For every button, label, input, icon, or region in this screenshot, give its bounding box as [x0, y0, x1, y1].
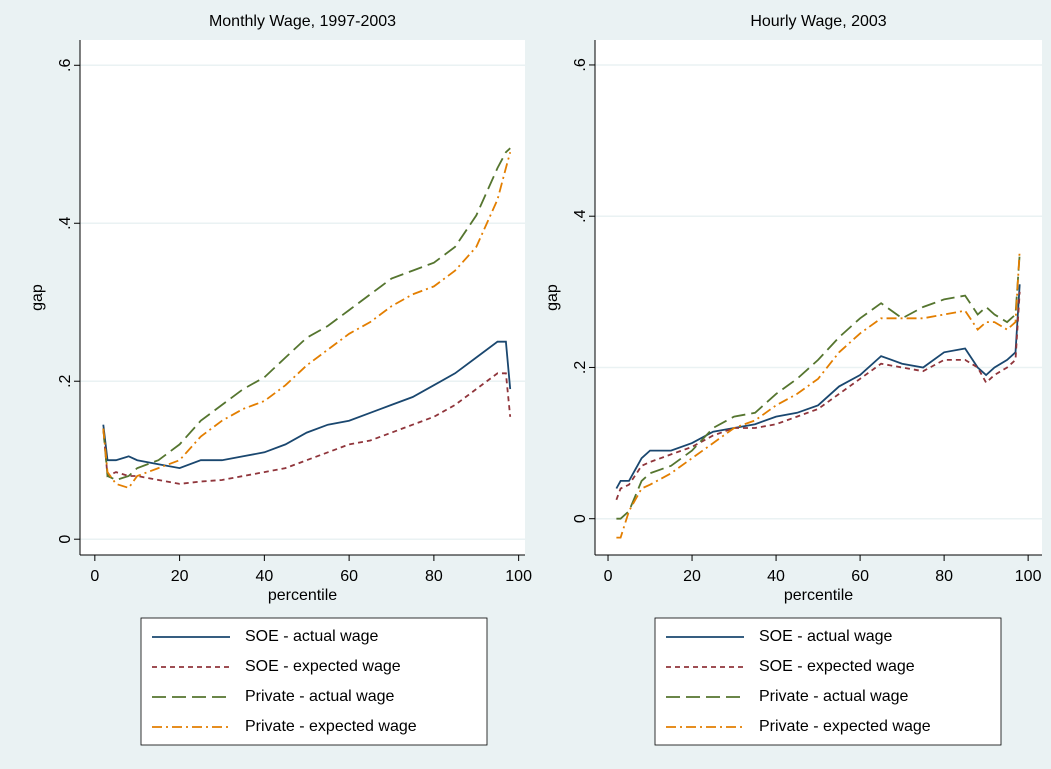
x-tick-label: 20: [683, 568, 701, 585]
chart-title: Hourly Wage, 2003: [750, 13, 886, 30]
x-tick-label: 80: [935, 568, 953, 585]
x-tick-label: 40: [767, 568, 785, 585]
x-tick-label: 20: [171, 568, 189, 585]
legend-label: SOE - expected wage: [245, 658, 401, 675]
series-line: [102, 372, 512, 485]
x-tick-label: 80: [425, 568, 443, 585]
legend-label: SOE - actual wage: [245, 628, 379, 645]
x-tick-label: 100: [1015, 568, 1042, 585]
y-tick-label: .6: [572, 58, 589, 71]
plot-area: [595, 40, 1042, 555]
x-axis-title: percentile: [268, 587, 337, 604]
series-line: [615, 284, 1021, 489]
y-axis-title: gap: [544, 284, 561, 311]
x-tick-label: 0: [90, 568, 99, 585]
y-tick-label: 0: [57, 535, 74, 544]
y-tick-label: .4: [57, 216, 74, 229]
x-tick-label: 100: [505, 568, 532, 585]
y-tick-label: .2: [57, 374, 74, 387]
legend-label: Private - expected wage: [245, 718, 417, 735]
chart-title: Monthly Wage, 1997-2003: [209, 13, 396, 30]
series-line: [616, 253, 1021, 520]
y-axis-title: gap: [29, 284, 46, 311]
x-tick-label: 60: [851, 568, 869, 585]
legend-label: Private - expected wage: [759, 718, 931, 735]
x-tick-label: 0: [604, 568, 613, 585]
x-axis-title: percentile: [784, 587, 853, 604]
y-tick-label: .6: [57, 59, 74, 72]
y-tick-label: 0: [572, 514, 589, 523]
legend-label: SOE - expected wage: [759, 658, 915, 675]
series-line: [102, 151, 512, 489]
y-tick-label: .4: [572, 209, 589, 222]
series-line: [102, 340, 512, 470]
series-line: [615, 291, 1021, 501]
x-tick-label: 40: [255, 568, 273, 585]
legend-label: Private - actual wage: [245, 688, 395, 705]
series-line: [616, 250, 1021, 539]
x-tick-label: 60: [340, 568, 358, 585]
series-line: [102, 147, 511, 481]
legend-box: [140, 617, 488, 746]
legend-label: Private - actual wage: [759, 688, 909, 705]
plot-area: [80, 40, 525, 555]
legend-box: [654, 617, 1002, 746]
y-tick-label: .2: [572, 361, 589, 374]
legend-label: SOE - actual wage: [759, 628, 893, 645]
